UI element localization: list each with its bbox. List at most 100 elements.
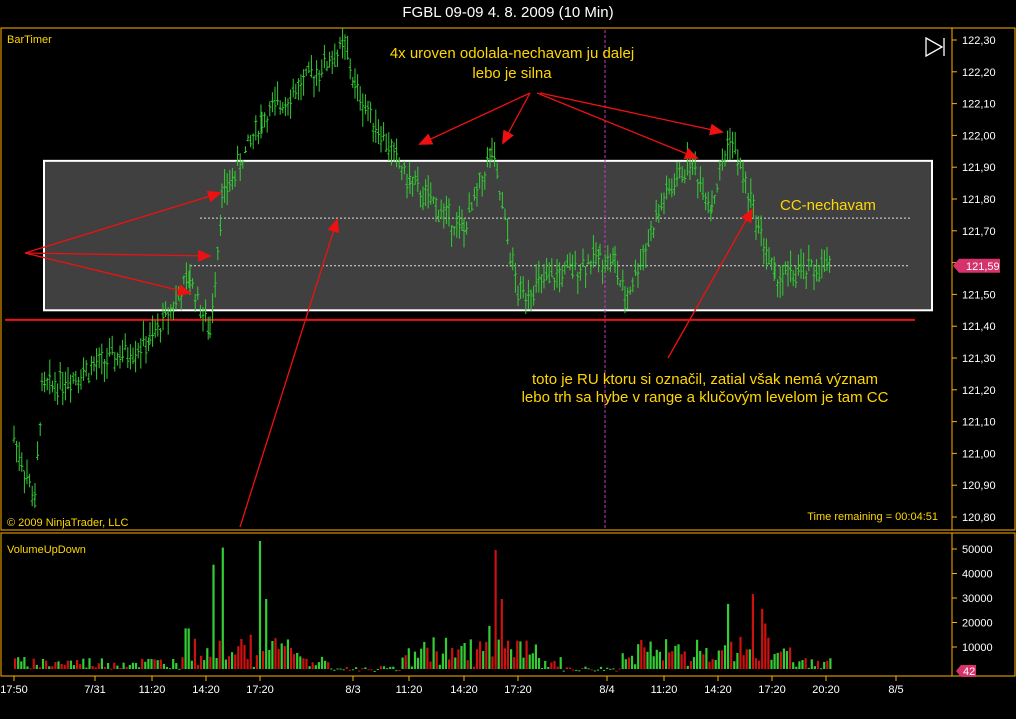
price-bar bbox=[762, 237, 766, 265]
price-bar bbox=[519, 276, 523, 299]
price-bar bbox=[307, 61, 311, 74]
volume-bar bbox=[113, 662, 116, 669]
price-bar bbox=[526, 279, 530, 309]
price-bar bbox=[405, 173, 409, 199]
volume-bar bbox=[165, 667, 169, 669]
price-bar bbox=[429, 182, 433, 205]
price-bar bbox=[733, 132, 737, 155]
volume-bar bbox=[789, 647, 792, 669]
price-bar bbox=[12, 425, 16, 443]
price-bar bbox=[683, 169, 687, 184]
price-bar bbox=[552, 277, 556, 291]
volume-bar bbox=[193, 638, 196, 669]
price-bar bbox=[115, 352, 119, 366]
volume-bar bbox=[91, 665, 94, 669]
price-bar bbox=[71, 372, 75, 384]
volume-bar bbox=[249, 634, 252, 669]
time-tick-label: 14:20 bbox=[192, 684, 220, 696]
volume-bar bbox=[624, 659, 627, 669]
volume-bar bbox=[324, 660, 327, 669]
price-bar bbox=[667, 178, 671, 195]
volume-bar bbox=[370, 669, 373, 671]
volume-bar bbox=[348, 669, 351, 671]
volume-bar bbox=[38, 667, 41, 669]
price-tick-label: 121,10 bbox=[962, 417, 996, 429]
volume-bar bbox=[147, 658, 150, 669]
price-bar bbox=[613, 245, 617, 273]
volume-bar bbox=[97, 663, 100, 669]
volume-tick-label: 50000 bbox=[962, 544, 993, 556]
volume-bar bbox=[296, 652, 299, 669]
volume-bar bbox=[209, 656, 212, 669]
volume-bar bbox=[103, 666, 107, 669]
volume-bar bbox=[88, 658, 91, 669]
price-bar bbox=[809, 259, 813, 267]
price-bar bbox=[539, 274, 543, 294]
price-bar bbox=[675, 161, 679, 187]
volume-bar bbox=[150, 659, 153, 669]
volume-bar bbox=[634, 664, 637, 669]
price-bar bbox=[773, 262, 777, 279]
price-tick-label: 121,00 bbox=[962, 448, 996, 460]
price-bar bbox=[616, 260, 620, 285]
last-price-badge: 121,59 bbox=[953, 258, 1000, 273]
price-bar bbox=[490, 137, 494, 162]
price-bar bbox=[589, 260, 593, 275]
price-bar bbox=[225, 173, 229, 205]
price-bar bbox=[563, 261, 567, 275]
volume-bar bbox=[541, 668, 544, 670]
volume-bar bbox=[169, 668, 172, 670]
volume-bar bbox=[404, 655, 407, 669]
price-bar bbox=[444, 195, 448, 225]
price-bar bbox=[437, 209, 441, 223]
price-bar bbox=[348, 58, 352, 80]
price-bar bbox=[672, 173, 676, 196]
price-bar bbox=[351, 76, 355, 88]
volume-bar bbox=[336, 668, 339, 670]
price-bar bbox=[521, 276, 525, 299]
price-bar bbox=[48, 359, 52, 395]
price-bar bbox=[171, 301, 175, 321]
volume-bar bbox=[162, 663, 165, 669]
volume-bar bbox=[389, 666, 392, 669]
volume-bar bbox=[271, 640, 274, 669]
volume-bar bbox=[773, 654, 776, 669]
price-bar bbox=[503, 208, 507, 221]
volume-bar bbox=[572, 669, 575, 671]
volume-bar bbox=[792, 662, 795, 669]
price-bar bbox=[413, 170, 417, 185]
price-bar bbox=[696, 178, 700, 199]
volume-bar bbox=[262, 651, 265, 669]
price-bar bbox=[646, 229, 650, 247]
price-bar bbox=[74, 370, 78, 386]
price-bar bbox=[571, 254, 575, 279]
volume-bar bbox=[764, 623, 767, 669]
volume-bar bbox=[60, 664, 63, 669]
price-bar bbox=[278, 100, 282, 115]
volume-bar bbox=[82, 658, 85, 669]
volume-bar bbox=[537, 658, 541, 669]
volume-bar bbox=[451, 647, 454, 669]
price-bar bbox=[511, 247, 515, 271]
price-bar bbox=[578, 263, 582, 281]
volume-bar bbox=[469, 639, 472, 669]
price-bar bbox=[776, 279, 780, 298]
volume-bar bbox=[190, 660, 193, 669]
price-bar bbox=[680, 166, 684, 183]
price-bar bbox=[601, 259, 605, 284]
price-bar bbox=[450, 225, 454, 247]
play-to-end-icon[interactable] bbox=[925, 36, 945, 58]
svg-text:42: 42 bbox=[963, 666, 975, 678]
volume-bar bbox=[599, 666, 603, 669]
volume-bar bbox=[227, 656, 231, 669]
price-bar bbox=[662, 192, 666, 215]
price-bar bbox=[317, 70, 321, 92]
price-bar bbox=[343, 34, 347, 60]
volume-bar bbox=[696, 639, 699, 669]
volume-bar bbox=[733, 661, 736, 669]
volume-bar bbox=[779, 651, 782, 669]
price-bar bbox=[40, 372, 44, 392]
price-bar bbox=[639, 248, 643, 271]
price-bar bbox=[302, 69, 306, 96]
